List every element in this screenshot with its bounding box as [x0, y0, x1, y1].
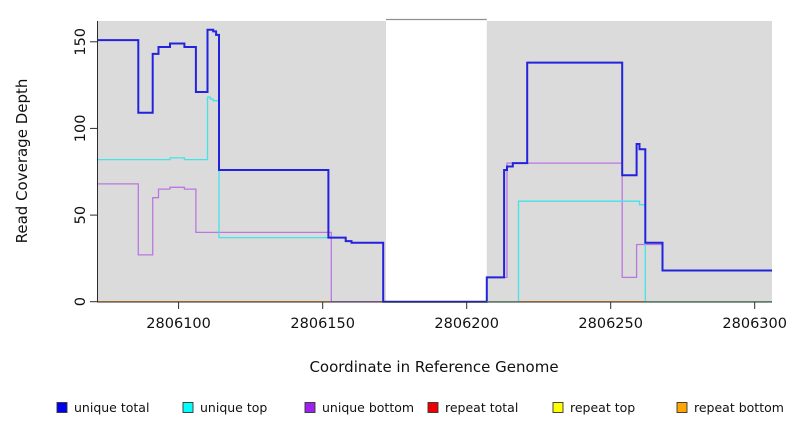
y-axis-title: Read Coverage Depth: [13, 79, 31, 244]
sequencing-gap-band: [386, 19, 487, 302]
legend-swatch-repeat-total: [427, 402, 439, 413]
axes: 2806100 2806150 2806200 2806250 2806300 0 50 10…: [73, 21, 787, 332]
legend-label-repeat-total: repeat total: [445, 400, 518, 415]
x-axis-tick-label: 2806150: [290, 316, 355, 332]
x-axis-tick-label: 2806300: [722, 316, 787, 332]
y-axis-tick-label: 100: [73, 115, 89, 143]
y-axis-tick-label: 50: [73, 206, 89, 224]
x-axis-title: Coordinate in Reference Genome: [309, 358, 558, 376]
series-line-unique-top: [98, 96, 772, 303]
legend-swatch-unique-total: [56, 402, 68, 413]
plot-area: [98, 18, 772, 303]
legend-swatch-repeat-bottom: [676, 402, 688, 413]
legend-label-repeat-bottom: repeat bottom: [694, 400, 784, 415]
x-axis-tick-label: 2806100: [146, 316, 211, 332]
series-line-unique-bottom: [98, 162, 772, 303]
legend-swatch-repeat-top: [552, 402, 564, 413]
legend-label-unique-total: unique total: [74, 400, 149, 415]
legend-swatch-unique-bottom: [304, 402, 316, 413]
legend-label-repeat-top: repeat top: [570, 400, 635, 415]
x-axis-tick-label: 2806250: [578, 316, 643, 332]
legend: unique total unique top unique bottom repea…: [56, 400, 784, 415]
legend-label-unique-bottom: unique bottom: [322, 400, 414, 415]
x-axis-tick-label: 2806200: [434, 316, 499, 332]
series-line-unique-total: [98, 28, 772, 303]
y-axis-tick-label: 0: [73, 297, 89, 306]
legend-label-unique-top: unique top: [200, 400, 267, 415]
legend-swatch-unique-top: [182, 402, 194, 413]
y-axis-tick-label: 150: [73, 28, 89, 56]
